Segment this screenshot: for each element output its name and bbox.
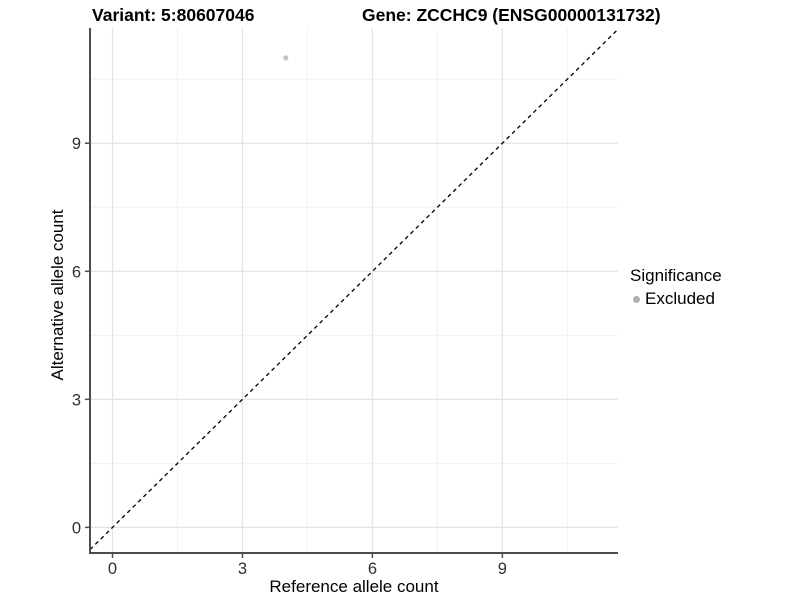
legend: Significance Excluded xyxy=(630,266,722,309)
y-tick-label: 3 xyxy=(72,391,81,409)
x-tick-label: 3 xyxy=(238,560,247,578)
legend-point-icon xyxy=(633,295,640,303)
identity-line xyxy=(89,28,619,551)
legend-item-label: Excluded xyxy=(645,289,715,308)
x-tick-label: 9 xyxy=(498,560,507,578)
y-axis-title: Alternative allele count xyxy=(48,209,67,381)
plot-title-gene: Gene: ZCCHC9 (ENSG00000131732) xyxy=(362,5,661,25)
x-tick-label: 0 xyxy=(108,560,117,578)
legend-title: Significance xyxy=(630,266,722,285)
plot-title-variant: Variant: 5:80607046 xyxy=(92,5,255,25)
x-axis-title: Reference allele count xyxy=(269,577,439,596)
y-tick-label: 0 xyxy=(72,519,81,537)
data-point xyxy=(283,55,289,61)
legend-item-excluded: Excluded xyxy=(630,289,722,309)
x-tick-label: 6 xyxy=(368,560,377,578)
y-tick-label: 9 xyxy=(72,135,81,153)
y-tick-label: 6 xyxy=(72,263,81,281)
